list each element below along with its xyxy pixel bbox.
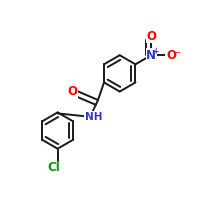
Text: O: O [67, 85, 77, 98]
Text: N: N [146, 49, 156, 62]
Text: O: O [146, 30, 156, 43]
Text: NH: NH [85, 112, 102, 122]
Text: −: − [173, 48, 180, 57]
Text: O: O [166, 49, 176, 62]
Text: Cl: Cl [47, 161, 60, 174]
Text: +: + [152, 47, 159, 56]
